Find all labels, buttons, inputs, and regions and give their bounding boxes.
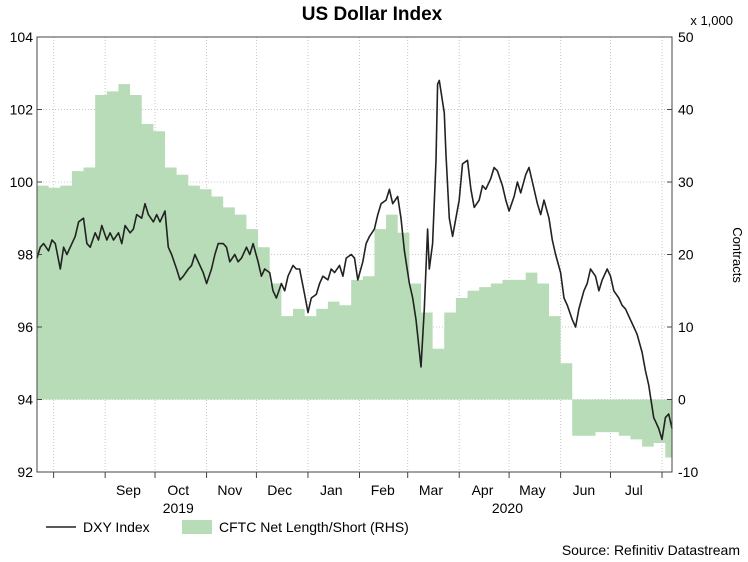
right-tick-label-3: 20 [678,247,694,263]
legend-label-dxy: DXY Index [83,519,150,535]
dxy-line [36,79,673,441]
x-month-label-10: Jul [625,482,643,498]
x-axis: Sep Oct Nov Dec Jan Feb Mar Apr May Jun Jul 2019 202… [53,472,663,516]
left-axis: 92 94 96 98 100 102 104 [10,29,42,480]
dxy-line-layer [36,79,673,441]
right-tick-label-4: 30 [678,174,694,190]
legend-label-cftc: CFTC Net Length/Short (RHS) [219,519,409,535]
left-tick-label-1: 94 [17,392,33,408]
x-year-label-0: 2019 [163,500,194,516]
x-month-label-2: Nov [217,482,242,498]
right-tick-label-6: 50 [678,29,694,45]
x-month-label-6: Mar [419,482,443,498]
x-month-label-7: Apr [472,482,494,498]
left-tick-label-5: 102 [10,102,34,118]
legend: DXY Index CFTC Net Length/Short (RHS) [46,519,409,535]
x-month-label-9: Jun [573,482,596,498]
legend-swatch-cftc [182,520,212,534]
left-tick-label-0: 92 [17,464,33,480]
right-tick-label-1: 0 [678,392,686,408]
x-month-label-1: Oct [167,482,189,498]
right-axis-label: Contracts [730,227,745,283]
left-tick-label-3: 98 [17,247,33,263]
chart-title: US Dollar Index [302,4,443,25]
x-month-label-0: Sep [116,482,141,498]
right-axis: -10 0 10 20 30 40 50 [667,29,698,480]
x-month-label-4: Jan [320,482,343,498]
left-tick-label-4: 100 [10,174,34,190]
x-month-label-3: Dec [267,482,292,498]
x-month-label-5: Feb [371,482,395,498]
source-note: Source: Refinitiv Datastream [562,542,740,558]
left-tick-label-6: 104 [10,29,34,45]
right-axis-unit-note: x 1,000 [690,13,733,28]
right-tick-label-0: -10 [678,464,698,480]
right-tick-label-5: 40 [678,102,694,118]
right-tick-label-2: 10 [678,319,694,335]
cftc-area-layer [37,84,672,458]
x-year-label-1: 2020 [492,500,523,516]
cftc-area [37,84,672,458]
x-month-label-8: May [519,482,545,498]
left-tick-label-2: 96 [17,319,33,335]
